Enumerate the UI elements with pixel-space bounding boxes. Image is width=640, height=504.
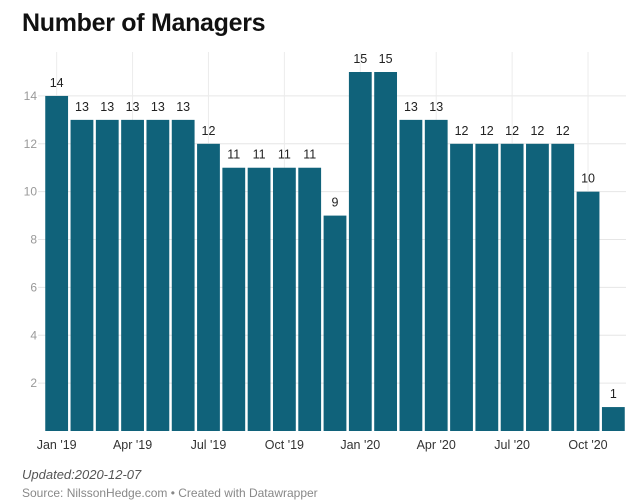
bar — [500, 143, 524, 432]
y-tick-label: 6 — [30, 280, 37, 294]
bar — [576, 191, 600, 431]
bar-value-label: 12 — [455, 124, 469, 138]
bar — [399, 119, 423, 431]
bar — [323, 215, 347, 431]
bar-value-label: 13 — [100, 100, 114, 114]
bar — [247, 167, 271, 431]
bar-value-label: 13 — [404, 100, 418, 114]
bar — [95, 119, 119, 431]
bar — [146, 119, 170, 431]
y-tick-label: 12 — [24, 137, 38, 151]
bar — [424, 119, 448, 431]
bar-value-label: 11 — [278, 148, 291, 162]
x-tick-label: Oct '19 — [265, 438, 304, 452]
bar-value-label: 11 — [253, 148, 266, 162]
bar — [298, 167, 322, 431]
bar — [348, 72, 372, 431]
bar-value-label: 13 — [151, 100, 165, 114]
x-tick-label: Oct '20 — [568, 438, 607, 452]
bar — [197, 143, 220, 432]
y-tick-label: 4 — [30, 328, 37, 342]
bar — [222, 167, 246, 431]
x-tick-label: Jul '20 — [494, 438, 530, 452]
bar-value-label: 13 — [176, 100, 190, 114]
source-note: Source: NilssonHedge.com • Created with … — [22, 486, 318, 500]
x-axis-ticks: Jan '19 Apr '19 Jul '19 Oct '19 Jan '20 Apr '… — [37, 438, 608, 452]
bar-value-label: 12 — [530, 124, 544, 138]
bar — [70, 119, 94, 431]
y-tick-label: 10 — [24, 185, 38, 199]
bar-value-label: 10 — [581, 172, 595, 186]
bar — [601, 407, 625, 431]
bar — [475, 143, 499, 432]
bar-value-label: 13 — [126, 100, 140, 114]
bar — [374, 72, 398, 431]
chart-title: Number of Managers — [22, 9, 266, 37]
bar-value-label: 9 — [332, 196, 339, 210]
bar — [551, 143, 575, 432]
y-tick-label: 2 — [30, 376, 37, 390]
updated-note: Updated:2020-12-07 — [22, 467, 142, 482]
bar — [171, 119, 195, 431]
x-tick-label: Apr '19 — [113, 438, 152, 452]
bar-value-label: 15 — [379, 52, 393, 66]
y-tick-label: 14 — [24, 89, 38, 103]
bar-value-label: 11 — [227, 148, 240, 162]
x-tick-label: Apr '20 — [417, 438, 456, 452]
bar — [121, 119, 144, 431]
bar — [272, 167, 296, 431]
x-tick-label: Jul '19 — [191, 438, 227, 452]
bar-value-label: 13 — [429, 100, 443, 114]
bar-value-label: 13 — [75, 100, 89, 114]
bar-value-label: 14 — [50, 76, 64, 90]
y-axis-ticks: 2 4 6 8 10 12 14 — [24, 89, 38, 390]
bars — [45, 72, 625, 432]
bar — [526, 143, 549, 432]
bar-value-label: 11 — [303, 148, 316, 162]
bar — [45, 95, 69, 431]
x-tick-label: Jan '20 — [340, 438, 380, 452]
bar-value-label: 12 — [556, 124, 570, 138]
value-labels: 14 13 13 13 13 13 12 11 11 11 11 9 15 15 13 13 12 12 12 12 1… — [50, 52, 617, 401]
bar-value-label: 12 — [505, 124, 519, 138]
y-tick-label: 8 — [30, 233, 37, 247]
bar-value-label: 1 — [610, 387, 617, 401]
bar-value-label: 12 — [480, 124, 494, 138]
bar-value-label: 15 — [353, 52, 367, 66]
x-tick-label: Jan '19 — [37, 438, 77, 452]
bar-value-label: 12 — [202, 124, 216, 138]
bar — [450, 143, 473, 432]
